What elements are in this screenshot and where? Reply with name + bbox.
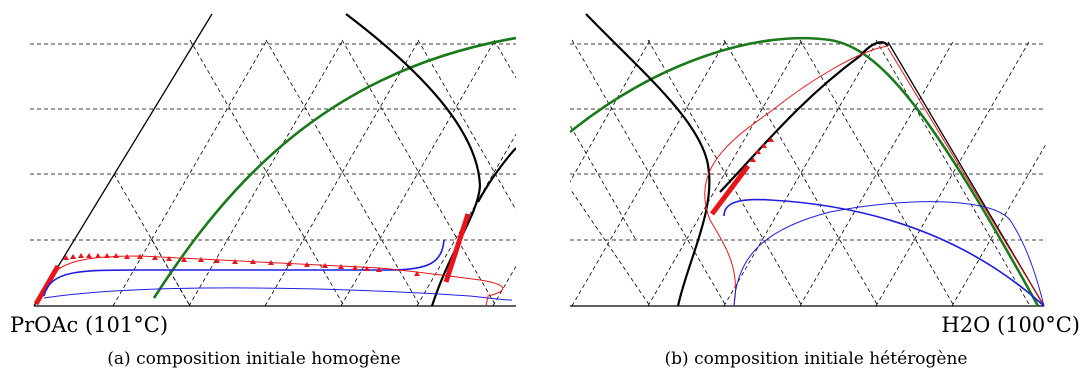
panel-a-red-markers: [63, 253, 420, 276]
panel-a-black-curve-right: [477, 147, 516, 203]
panel-b-black-curve-right: [719, 41, 889, 193]
panel-a: [30, 13, 516, 307]
panel-b-red-thick: [710, 164, 750, 216]
panel-b-red-markers: [750, 137, 774, 162]
panel-b-blue-curve-thick: [723, 198, 1045, 307]
panel-a-edge-left: [33, 13, 213, 307]
panel-a-vertex-label: PrOAc (101°C): [10, 313, 168, 337]
panel-b-green-curve: [570, 36, 1040, 307]
panel-b-red-thin-curve: [704, 45, 889, 307]
panel-b-grid: [570, 39, 1046, 307]
panel-b-red-right-line: [887, 47, 1045, 307]
panel-b: [570, 13, 1046, 307]
panel-a-red-thin-curve: [43, 255, 504, 307]
panel-b-caption: (b) composition initiale hétérogène: [665, 349, 968, 369]
panel-a-red-thick-right: [443, 213, 471, 283]
panel-b-blue-curve-thin: [733, 201, 1045, 307]
panel-b-black-curve-left: [585, 13, 711, 307]
panel-a-black-curve-upper: [345, 13, 482, 187]
panel-b-vertex-label: H2O (100°C): [941, 313, 1080, 337]
panel-a-green-curve: [152, 36, 516, 299]
panel-a-blue-curve-thick: [43, 239, 445, 297]
panel-a-caption: (a) composition initiale homogène: [107, 349, 400, 369]
panel-b-edge-right: [887, 41, 1045, 307]
panel-a-blue-curve-thin: [43, 287, 513, 301]
